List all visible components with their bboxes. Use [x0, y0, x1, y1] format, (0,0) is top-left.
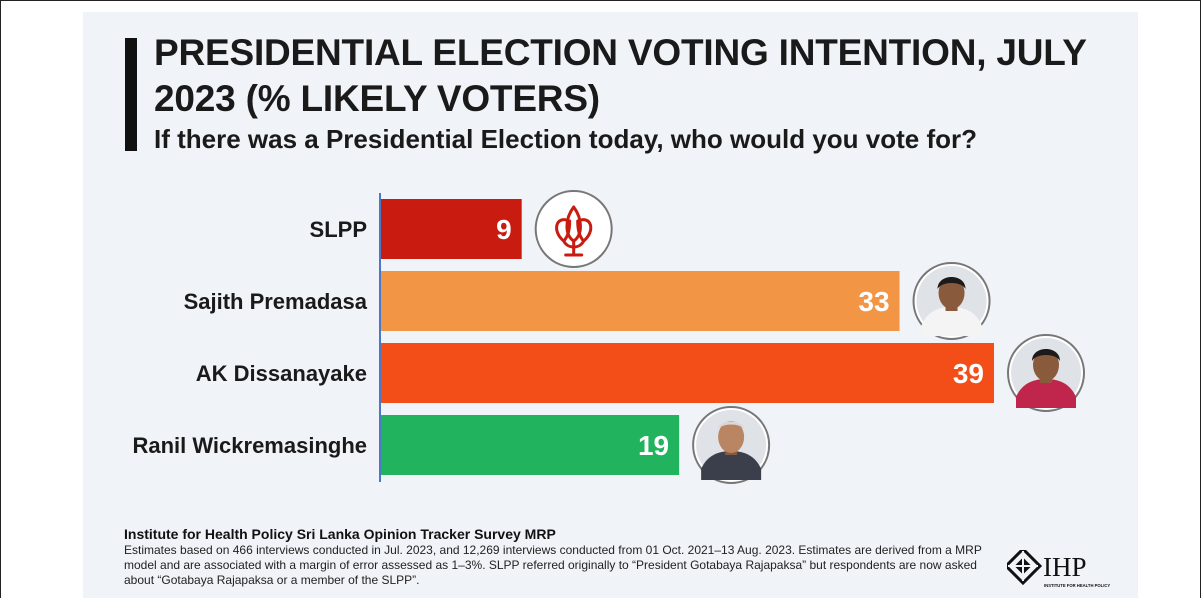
- ihp-logo-text: IHP: [1043, 552, 1087, 582]
- ihp-logo-subtext: INSTITUTE FOR HEALTH POLICY: [1044, 583, 1110, 588]
- chart-title: PRESIDENTIAL ELECTION VOTING INTENTION, …: [154, 32, 1087, 119]
- bar-value-label: 9: [496, 214, 512, 245]
- bar-sajith-premadasa: [380, 271, 900, 331]
- ranil-wickremasinghe-avatar: [692, 406, 771, 484]
- bar-slpp: [380, 199, 522, 259]
- source-note: Estimates based on 466 interviews conduc…: [124, 543, 982, 587]
- bar-value-label: 19: [638, 430, 669, 461]
- ihp-emblem-icon: [1007, 550, 1043, 586]
- bar-chart: 9 SLPP 33 Sajith Premadasa 39 AK Dissanayake 1…: [132, 190, 1085, 484]
- bar-value-label: 39: [953, 358, 984, 389]
- sajith-premadasa-avatar: [912, 262, 991, 340]
- bars-layer: 9 SLPP 33 Sajith Premadasa 39 AK Dissanayake 1…: [132, 190, 1085, 484]
- title-accent-bar: [125, 38, 137, 151]
- category-label: AK Dissanayake: [196, 361, 367, 386]
- ak-dissanayake-avatar: [1007, 334, 1085, 412]
- slpp-lotus-icon: [534, 190, 613, 268]
- category-label: Sajith Premadasa: [184, 289, 368, 314]
- chart-subtitle: If there was a Presidential Election tod…: [154, 124, 977, 154]
- category-label: SLPP: [310, 217, 367, 242]
- bar-ranil-wickremasinghe: [380, 415, 680, 475]
- ihp-logo: IHP INSTITUTE FOR HEALTH POLICY: [1007, 550, 1110, 588]
- bar-ak-dissanayake: [380, 343, 994, 403]
- source-title: Institute for Health Policy Sri Lanka Op…: [124, 526, 556, 542]
- bar-value-label: 33: [858, 286, 889, 317]
- category-label: Ranil Wickremasinghe: [132, 433, 367, 458]
